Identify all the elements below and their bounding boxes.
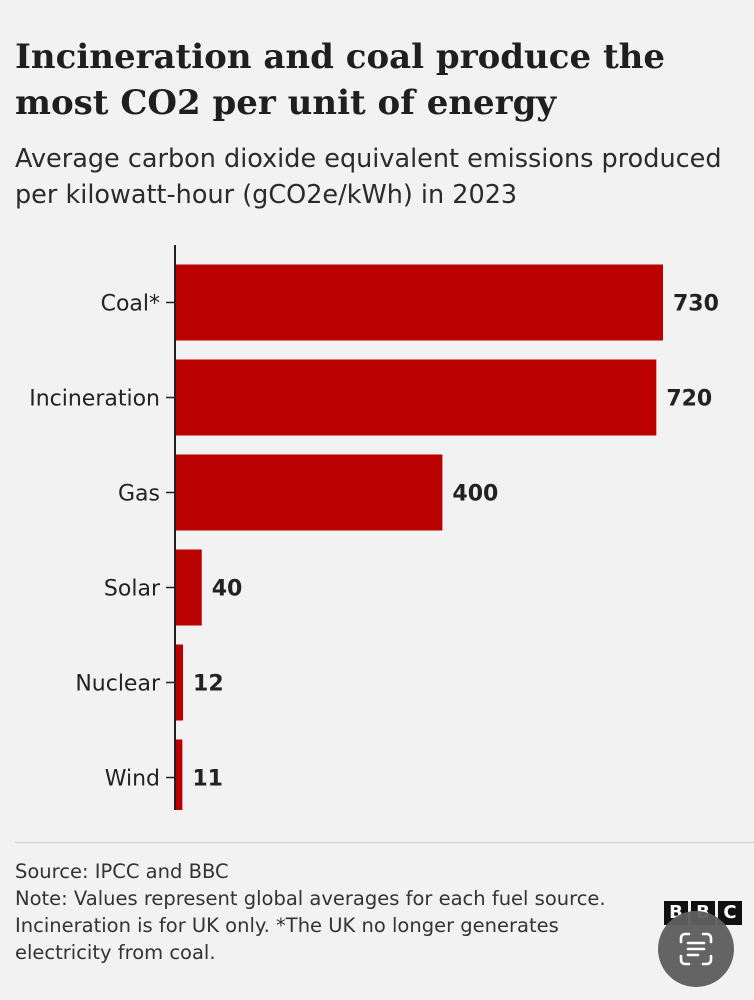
bar-incineration xyxy=(175,359,657,436)
value-label-gas: 400 xyxy=(452,482,498,507)
value-label-solar: 40 xyxy=(212,577,243,602)
bar-wind xyxy=(175,739,183,810)
logo-letter-c: C xyxy=(718,901,742,925)
value-label-wind: 11 xyxy=(192,767,223,792)
bar-chart: Coal* 730 Incineration 720 Gas 400 Solar 40 Nucl… xyxy=(29,245,719,810)
bar-nuclear xyxy=(175,644,184,721)
source-text: Source: IPCC and BBC xyxy=(15,860,229,883)
category-label-coal: Coal* xyxy=(101,292,160,317)
footer-divider xyxy=(15,842,754,843)
chart-subtitle: Average carbon dioxide equivalent emissi… xyxy=(15,144,722,210)
chart-footer: Source: IPCC and BBC Note: Values repres… xyxy=(15,858,615,966)
bar-coal xyxy=(175,264,663,341)
category-label-solar: Solar xyxy=(104,577,161,602)
value-label-coal: 730 xyxy=(673,292,719,317)
note-text: Note: Values represent global averages f… xyxy=(15,887,606,964)
text-recognition-icon xyxy=(679,932,713,966)
category-label-wind: Wind xyxy=(105,767,160,792)
category-label-incineration: Incineration xyxy=(29,387,160,412)
value-label-nuclear: 12 xyxy=(193,672,224,697)
chart-title: Incineration and coal produce the most C… xyxy=(15,37,666,123)
bar-solar xyxy=(175,549,202,626)
bar-gas xyxy=(175,454,443,531)
text-recognition-button[interactable] xyxy=(658,911,734,987)
value-label-incineration: 720 xyxy=(666,387,712,412)
category-label-nuclear: Nuclear xyxy=(75,672,161,697)
category-label-gas: Gas xyxy=(118,482,160,507)
